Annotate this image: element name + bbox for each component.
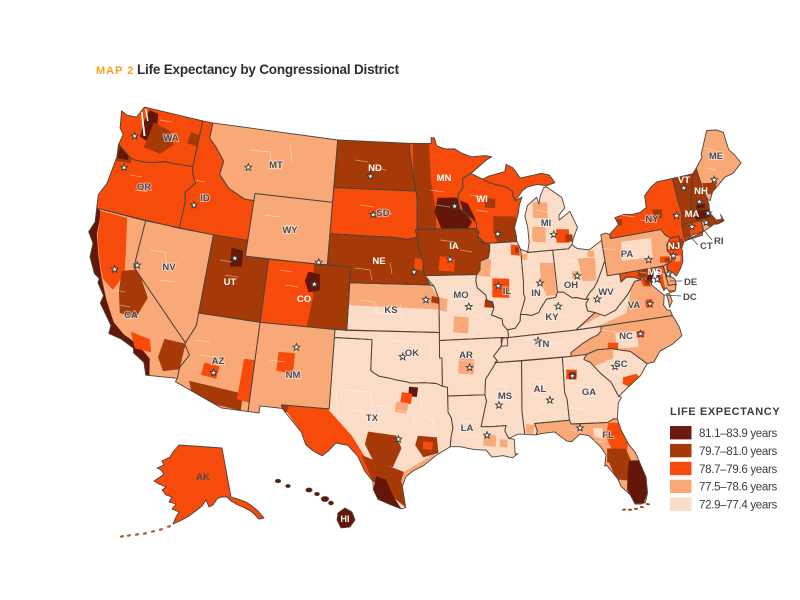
svg-text:FL: FL xyxy=(602,430,614,441)
svg-text:KS: KS xyxy=(384,305,397,316)
svg-text:AZ: AZ xyxy=(212,356,225,367)
svg-text:ME: ME xyxy=(709,151,723,162)
svg-text:OR: OR xyxy=(137,182,151,193)
svg-text:78.7–79.6 years: 78.7–79.6 years xyxy=(699,464,778,476)
svg-text:MT: MT xyxy=(269,160,283,171)
svg-text:AK: AK xyxy=(196,472,210,483)
svg-text:OK: OK xyxy=(405,348,419,359)
svg-text:GA: GA xyxy=(582,387,596,398)
svg-text:NH: NH xyxy=(694,186,708,197)
svg-text:WY: WY xyxy=(282,225,298,236)
svg-text:CO: CO xyxy=(297,294,311,305)
svg-text:ID: ID xyxy=(200,193,210,204)
svg-text:SC: SC xyxy=(614,359,627,370)
svg-text:NC: NC xyxy=(619,331,633,342)
svg-text:WV: WV xyxy=(598,287,614,298)
svg-text:KY: KY xyxy=(545,312,559,323)
svg-text:WI: WI xyxy=(476,194,488,205)
svg-text:MAP 2: MAP 2 xyxy=(96,65,134,77)
svg-text:AR: AR xyxy=(459,350,473,361)
svg-text:MI: MI xyxy=(541,218,552,229)
svg-text:VT: VT xyxy=(678,175,690,186)
svg-text:RI: RI xyxy=(714,236,724,247)
svg-text:AL: AL xyxy=(534,384,547,395)
svg-text:HI: HI xyxy=(341,514,350,524)
svg-text:MD: MD xyxy=(648,267,663,278)
svg-text:DE: DE xyxy=(684,277,697,288)
svg-text:MS: MS xyxy=(498,391,512,402)
svg-text:ND: ND xyxy=(368,163,382,174)
svg-text:VA: VA xyxy=(628,300,641,311)
svg-text:77.5–78.6 years: 77.5–78.6 years xyxy=(699,482,778,494)
svg-text:72.9–77.4 years: 72.9–77.4 years xyxy=(699,500,778,512)
svg-text:OH: OH xyxy=(564,280,578,291)
svg-text:TX: TX xyxy=(366,413,379,424)
svg-text:MN: MN xyxy=(437,173,452,184)
svg-text:MO: MO xyxy=(453,290,468,301)
svg-text:Life Expectancy by Congression: Life Expectancy by Congressional Distric… xyxy=(137,62,400,77)
svg-text:NE: NE xyxy=(372,256,385,267)
svg-text:IN: IN xyxy=(531,288,541,299)
svg-text:81.1–83.9 years: 81.1–83.9 years xyxy=(699,428,778,440)
svg-text:WA: WA xyxy=(163,133,178,144)
svg-text:LA: LA xyxy=(461,423,474,434)
svg-text:LIFE EXPECTANCY: LIFE EXPECTANCY xyxy=(670,406,780,418)
svg-text:CA: CA xyxy=(124,310,138,321)
svg-text:MA: MA xyxy=(685,209,700,220)
svg-text:NM: NM xyxy=(286,370,301,381)
svg-text:NY: NY xyxy=(645,214,659,225)
svg-text:DC: DC xyxy=(683,292,697,303)
svg-text:NJ: NJ xyxy=(668,241,680,252)
svg-text:SD: SD xyxy=(376,208,389,219)
svg-text:CT: CT xyxy=(700,241,713,252)
svg-text:79.7–81.0 years: 79.7–81.0 years xyxy=(699,446,778,458)
svg-text:PA: PA xyxy=(621,249,634,260)
svg-text:IL: IL xyxy=(503,286,512,297)
svg-text:NV: NV xyxy=(162,262,176,273)
svg-text:UT: UT xyxy=(224,277,237,288)
svg-text:IA: IA xyxy=(449,241,459,252)
svg-text:TN: TN xyxy=(537,339,550,350)
